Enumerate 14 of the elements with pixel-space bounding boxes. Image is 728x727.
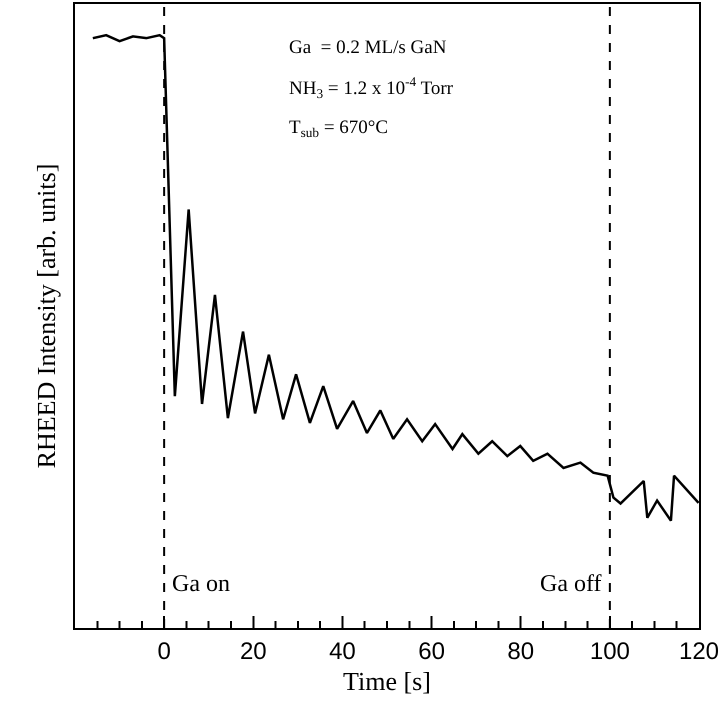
annotation: T$_{sub}$ = 670°C bbox=[289, 117, 388, 140]
annotation: NH$_{3}$ = 1.2 x 10$^{-4}$ Torr bbox=[289, 74, 454, 101]
ref-line-label: Ga off bbox=[540, 571, 602, 597]
y-axis-title: RHEED Intensity [arb. units] bbox=[32, 164, 61, 468]
x-tick-label: 60 bbox=[418, 638, 445, 665]
x-tick-label: 0 bbox=[157, 638, 171, 665]
x-axis-title: Time [s] bbox=[343, 667, 431, 696]
x-tick-label: 20 bbox=[240, 638, 267, 665]
annotation: Ga = 0.2 ML/s GaN bbox=[289, 37, 447, 58]
ref-line-label: Ga on bbox=[172, 571, 230, 597]
x-tick-label: 80 bbox=[507, 638, 534, 665]
x-tick-label: 100 bbox=[590, 638, 630, 665]
x-tick-label: 120 bbox=[678, 638, 720, 665]
x-tick-label: 40 bbox=[329, 638, 356, 665]
